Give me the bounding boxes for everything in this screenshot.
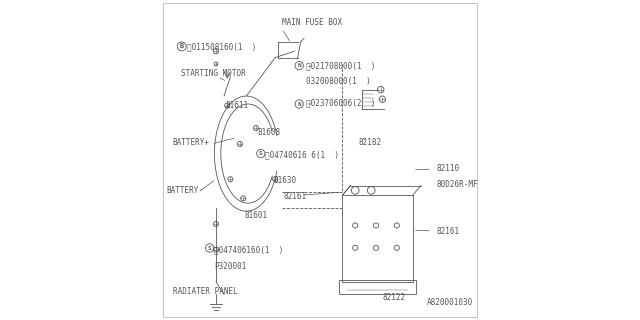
Text: A820001030: A820001030 <box>428 298 474 307</box>
Text: Ⓝ04740616 6(1  ): Ⓝ04740616 6(1 ) <box>265 151 339 160</box>
Text: 82110: 82110 <box>437 164 460 172</box>
Text: Ⓑ011508160(1  ): Ⓑ011508160(1 ) <box>187 42 257 51</box>
Text: 82182: 82182 <box>358 138 381 147</box>
Text: BATTERY+: BATTERY+ <box>173 138 210 147</box>
Text: 82161: 82161 <box>283 192 307 201</box>
Text: S: S <box>259 151 262 156</box>
Text: S: S <box>208 245 211 251</box>
Text: 81601: 81601 <box>245 212 268 220</box>
Text: MAIN FUSE BOX: MAIN FUSE BOX <box>282 18 342 27</box>
Text: B: B <box>180 44 184 49</box>
Text: 82161: 82161 <box>437 228 460 236</box>
Text: 82122: 82122 <box>383 293 406 302</box>
Text: BATTERY-: BATTERY- <box>166 186 204 195</box>
Text: 81611: 81611 <box>226 101 249 110</box>
Text: ⓝ021708000(1  ): ⓝ021708000(1 ) <box>306 61 375 70</box>
Text: STARTING MOTOR: STARTING MOTOR <box>181 69 246 78</box>
Text: 81608: 81608 <box>258 128 281 137</box>
Text: N: N <box>298 63 301 68</box>
Text: RADIATER PANEL: RADIATER PANEL <box>173 287 237 296</box>
Text: 032008000(1  ): 032008000(1 ) <box>306 77 371 86</box>
Text: ⓝ023706006(2  ): ⓝ023706006(2 ) <box>306 98 375 107</box>
Text: N: N <box>298 101 301 107</box>
Text: Ⓝ047406160(1  ): Ⓝ047406160(1 ) <box>214 245 283 254</box>
Text: 80D26R-MF: 80D26R-MF <box>437 180 479 188</box>
Text: 81630: 81630 <box>274 176 297 185</box>
Text: P320001: P320001 <box>214 262 246 271</box>
